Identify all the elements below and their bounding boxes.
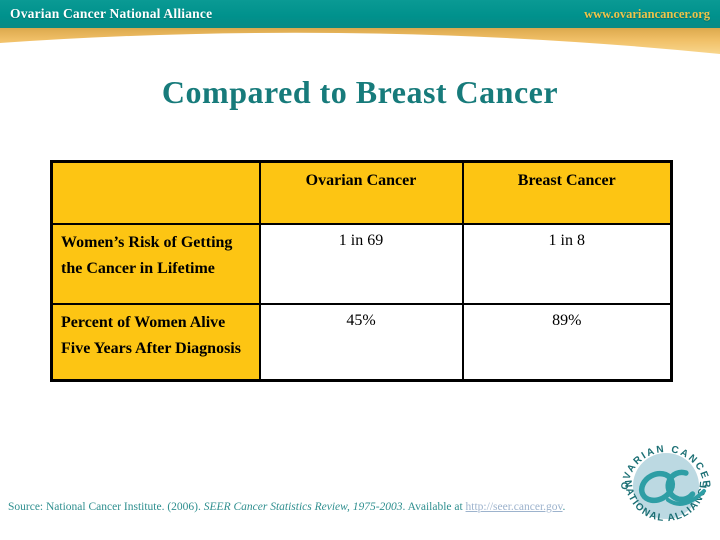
logo-oc-monogram [638, 469, 706, 506]
website-url: www.ovariancancer.org [584, 6, 710, 21]
seer-link[interactable]: http://seer.cancer.gov [465, 501, 563, 513]
header-cell-breast: Breast Cancer [461, 160, 673, 225]
row-label-risk: Women’s Risk of Getting the Cancer in Li… [50, 222, 261, 305]
table-header-row: Ovarian Cancer Breast Cancer [50, 160, 673, 225]
table-row: Women’s Risk of Getting the Cancer in Li… [50, 222, 673, 305]
comparison-table: Ovarian Cancer Breast Cancer Women’s Ris… [50, 160, 673, 382]
ovarian-cancer-alliance-logo: OVARIAN CANCER NATIONAL ALLIANCE [620, 444, 710, 524]
risk-ovarian-value: 1 in 69 [258, 222, 464, 305]
page-title: Compared to Breast Cancer [161, 74, 559, 110]
survival-breast-value: 89% [461, 302, 673, 382]
table-row: Percent of Women Alive Five Years After … [50, 302, 673, 382]
gold-wave-band [0, 28, 720, 54]
source-middle: . Available at [402, 501, 466, 513]
source-prefix: Source: National Cancer Institute. (2006… [8, 501, 204, 513]
source-suffix: . [562, 501, 566, 513]
header-cell-ovarian: Ovarian Cancer [258, 160, 464, 225]
source-citation-title: SEER Cancer Statistics Review, 1975-2003 [203, 501, 403, 513]
survival-ovarian-value: 45% [258, 302, 464, 382]
risk-breast-value: 1 in 8 [461, 222, 673, 305]
top-banner: Ovarian Cancer National Alliance www.ova… [0, 0, 720, 28]
header-cell-empty [50, 160, 261, 225]
org-name: Ovarian Cancer National Alliance [10, 6, 213, 21]
row-label-survival: Percent of Women Alive Five Years After … [50, 302, 261, 382]
source-citation: Source: National Cancer Institute. (2006… [8, 501, 648, 513]
